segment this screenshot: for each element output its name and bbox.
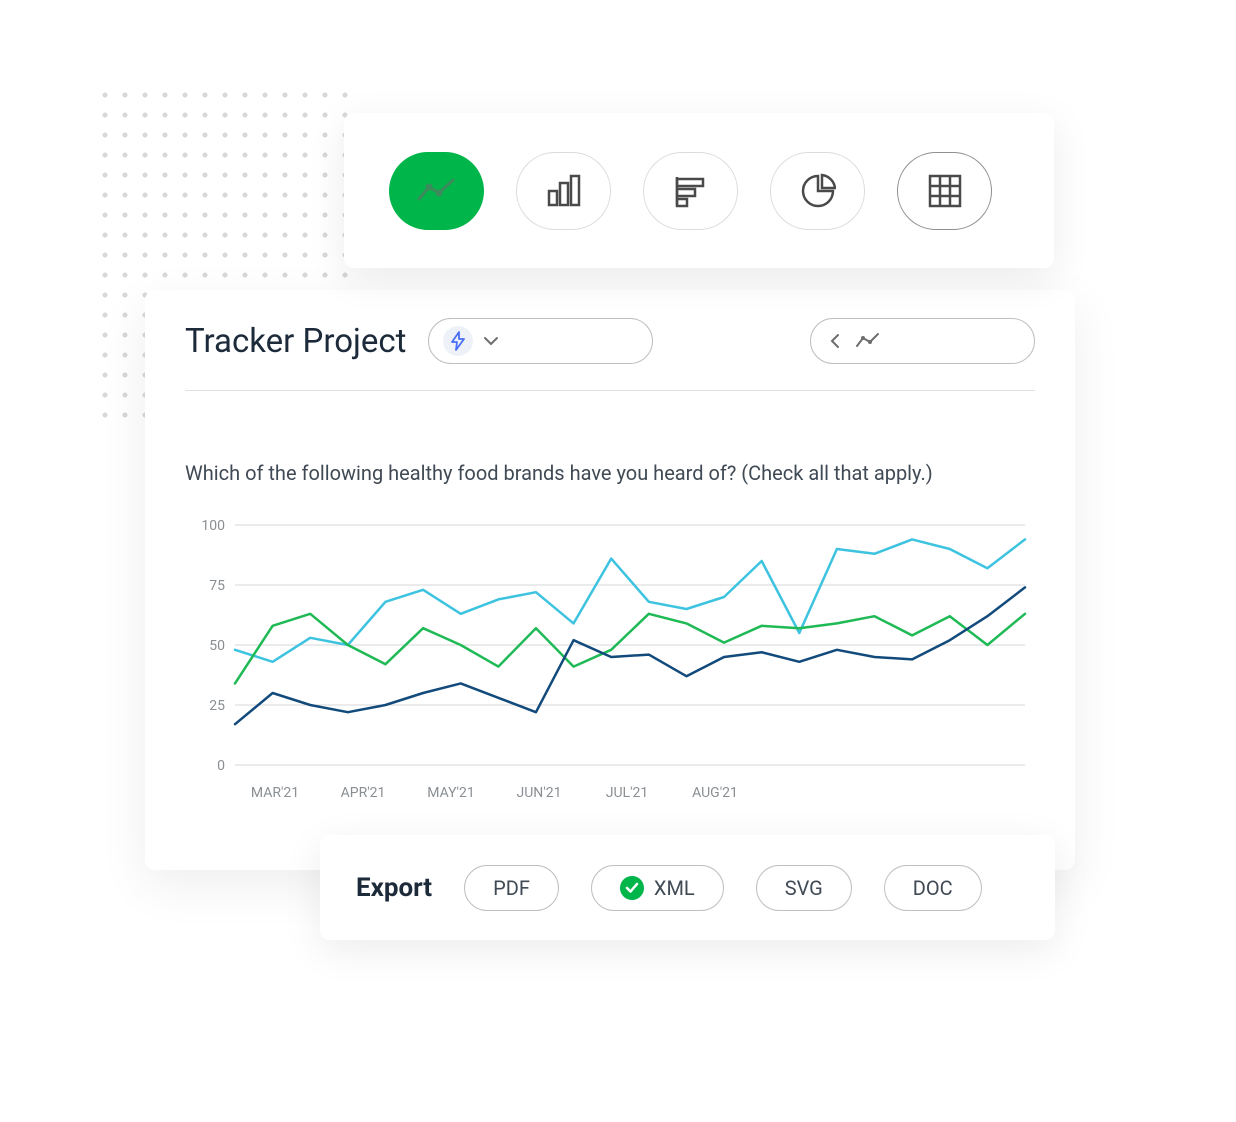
chart-area: 0 25 50 75 100 MAR'21 APR'21 MAY'21 JUN'21 JUL'21… (185, 515, 1035, 819)
chart-type-line-button[interactable] (389, 152, 484, 230)
export-option-label: SVG (785, 876, 823, 900)
svg-text:0: 0 (217, 758, 225, 774)
export-option-label: PDF (493, 876, 530, 900)
export-option-label: XML (654, 876, 695, 900)
lightning-icon (450, 331, 466, 351)
svg-text:75: 75 (209, 578, 225, 594)
grid-icon (927, 173, 963, 209)
svg-text:MAR'21: MAR'21 (251, 785, 299, 801)
export-option-label: DOC (913, 876, 953, 900)
export-svg-button[interactable]: SVG (756, 865, 852, 911)
svg-text:25: 25 (209, 698, 225, 714)
svg-text:AUG'21: AUG'21 (692, 785, 738, 801)
main-panel: Tracker Project Which of the following h… (145, 290, 1075, 870)
chart-type-panel (344, 113, 1054, 268)
pie-chart-icon (800, 173, 836, 209)
export-panel: Export PDF XML SVG DOC (320, 835, 1055, 940)
export-label: Export (356, 873, 432, 903)
bar-horizontal-icon (673, 173, 709, 209)
export-xml-button[interactable]: XML (591, 865, 724, 911)
chart-type-pie-button[interactable] (770, 152, 865, 230)
line-chart: 0 25 50 75 100 MAR'21 APR'21 MAY'21 JUN'21 JUL'21… (185, 515, 1035, 815)
export-pdf-button[interactable]: PDF (464, 865, 559, 911)
svg-text:100: 100 (201, 518, 225, 534)
flash-dropdown[interactable] (428, 318, 653, 364)
svg-text:50: 50 (209, 638, 225, 654)
project-title: Tracker Project (185, 322, 406, 361)
svg-text:APR'21: APR'21 (341, 785, 386, 801)
flash-icon-circle (443, 326, 473, 356)
svg-text:MAY'21: MAY'21 (427, 785, 474, 801)
chevron-down-icon (483, 336, 499, 346)
panel-header: Tracker Project (185, 318, 1035, 364)
chart-type-bar-vertical-button[interactable] (516, 152, 611, 230)
check-icon (620, 876, 644, 900)
chevron-left-icon (829, 333, 841, 349)
nav-dropdown[interactable] (810, 318, 1035, 364)
line-small-icon (855, 332, 881, 350)
export-doc-button[interactable]: DOC (884, 865, 982, 911)
bar-vertical-icon (546, 173, 582, 209)
chart-type-grid-button[interactable] (897, 152, 992, 230)
svg-text:JUN'21: JUN'21 (517, 785, 562, 801)
line-chart-icon (417, 177, 457, 205)
question-text: Which of the following healthy food bran… (185, 461, 1035, 485)
divider (185, 390, 1035, 391)
svg-text:JUL'21: JUL'21 (606, 785, 649, 801)
chart-type-bar-horizontal-button[interactable] (643, 152, 738, 230)
